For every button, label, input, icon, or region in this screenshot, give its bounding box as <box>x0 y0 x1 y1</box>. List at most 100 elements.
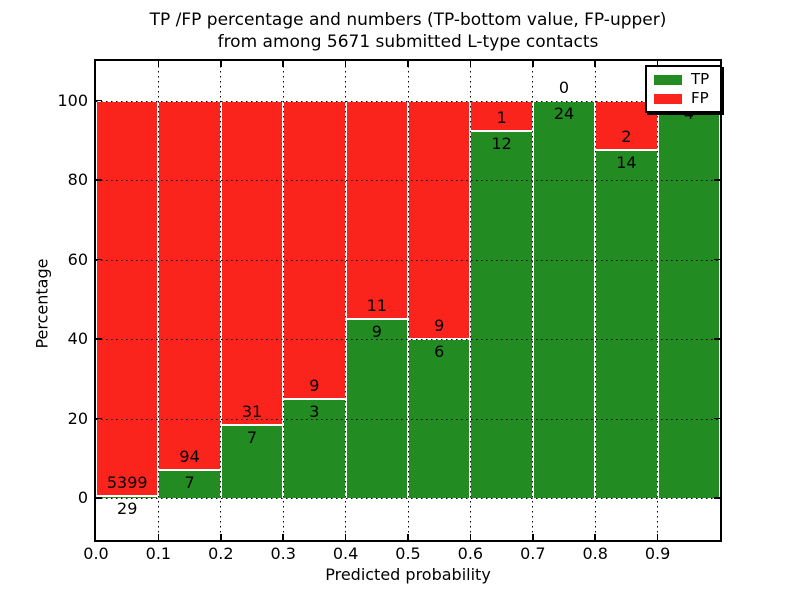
legend-tp-swatch <box>654 74 682 85</box>
bar-segment-tp <box>657 100 720 498</box>
y-axis-tick <box>96 417 102 420</box>
y-tick-label: 100 <box>57 90 88 110</box>
x-axis-tick <box>220 534 222 540</box>
bar-segment-tp <box>345 319 408 498</box>
vertical-gridline <box>407 61 409 540</box>
x-axis-tick <box>656 534 659 540</box>
x-tick-label: 0.3 <box>270 544 296 563</box>
annotation-tp-count: 4 <box>683 103 694 123</box>
y-axis-tick <box>96 258 102 261</box>
vertical-gridline <box>219 61 222 540</box>
annotation-fp-count: 94 <box>179 447 200 467</box>
y-axis-tick <box>714 179 720 181</box>
legend-fp-label: FP <box>691 89 709 107</box>
annotation-tp-count: 3 <box>309 401 320 421</box>
legend: TP FP <box>645 65 722 113</box>
annotation-tp-count: 12 <box>491 134 512 154</box>
plot-area: 539929947317931199611202421404 <box>94 59 722 542</box>
annotation-fp-count: 9 <box>309 375 320 395</box>
annotation-tp-count: 7 <box>184 473 195 493</box>
x-tick-label: 0.9 <box>644 544 671 563</box>
annotation-tp-count: 24 <box>553 103 575 123</box>
y-tick-label: 0 <box>77 488 88 507</box>
x-axis-tick <box>407 534 409 540</box>
y-tick-label: 20 <box>67 408 88 428</box>
y-tick-label: 60 <box>67 249 88 269</box>
horizontal-gridline <box>96 418 720 420</box>
y-axis-tick <box>714 497 720 499</box>
legend-row-tp: TP <box>654 70 720 89</box>
annotation-fp-count: 2 <box>621 127 632 147</box>
horizontal-gridline <box>96 498 720 499</box>
chart-title-line1: TP /FP percentage and numbers (TP-bottom… <box>149 10 667 30</box>
y-tick-label: 80 <box>67 170 88 189</box>
y-tick-label: 40 <box>67 329 88 348</box>
annotation-fp-count: 11 <box>366 296 387 316</box>
x-tick-label: 0.1 <box>145 544 172 563</box>
vertical-gridline <box>531 61 534 540</box>
annotation-tp-count: 29 <box>117 498 138 518</box>
x-axis-tick <box>282 61 284 67</box>
x-tick-label: 0.7 <box>520 544 546 563</box>
horizontal-gridline <box>96 100 720 102</box>
vertical-gridline <box>469 61 472 540</box>
bar-segment-tp <box>283 398 346 498</box>
bar-segment-tp <box>470 131 533 498</box>
annotation-tp-count: 6 <box>434 342 445 361</box>
x-axis-tick <box>532 61 534 67</box>
annotation-fp-count: 0 <box>558 77 570 97</box>
legend-row-fp: FP <box>654 89 720 108</box>
bar-segment-fp <box>345 100 408 320</box>
y-axis-tick <box>96 497 102 499</box>
bar-segment-fp <box>220 100 284 425</box>
horizontal-gridline <box>96 339 720 340</box>
x-axis-tick <box>407 61 409 67</box>
annotation-fp-count: 1 <box>496 108 507 128</box>
annotation-fp-count: 5399 <box>106 472 148 492</box>
x-axis-tick <box>469 61 472 67</box>
x-axis-tick <box>157 61 160 67</box>
x-axis-tick <box>157 534 160 540</box>
x-tick-label: 0.6 <box>457 544 484 563</box>
annotation-tp-count: 9 <box>371 322 382 342</box>
x-axis-tick <box>594 61 596 67</box>
bar-segment-fp <box>158 100 221 471</box>
annotation-fp-count: 9 <box>434 316 445 335</box>
x-axis-tick <box>656 61 659 67</box>
y-axis-tick <box>714 417 720 420</box>
vertical-gridline <box>344 61 347 540</box>
x-tick-label: 0.5 <box>395 544 421 563</box>
bar-segment-fp <box>283 100 346 399</box>
bar-segment-tp <box>532 100 596 498</box>
bar-segment-fp <box>96 100 159 496</box>
bar-segment-tp <box>595 150 658 498</box>
vertical-gridline <box>157 61 160 540</box>
bar-segment-fp <box>408 100 471 339</box>
horizontal-gridline <box>96 180 720 181</box>
x-tick-label: 0.8 <box>582 544 608 563</box>
x-axis-label: Predicted probability <box>325 565 491 584</box>
horizontal-gridline <box>96 259 720 261</box>
vertical-gridline <box>656 61 659 540</box>
x-axis-tick <box>532 534 534 540</box>
annotation-tp-count: 7 <box>246 427 258 447</box>
y-axis-tick <box>96 338 102 340</box>
x-tick-label: 0.2 <box>208 544 234 563</box>
chart-title-line2: from among 5671 submitted L-type contact… <box>217 32 599 52</box>
x-tick-label: 0.0 <box>83 544 109 563</box>
chart-title: TP /FP percentage and numbers (TP-bottom… <box>96 9 720 53</box>
y-axis-tick <box>714 338 720 340</box>
x-tick-label: 0.4 <box>332 544 359 563</box>
x-axis-tick <box>344 61 347 67</box>
annotation-tp-count: 14 <box>616 153 637 173</box>
x-axis-tick <box>594 534 596 540</box>
vertical-gridline <box>282 61 285 540</box>
y-axis-tick <box>96 99 102 102</box>
legend-fp-swatch <box>654 93 682 104</box>
x-axis-tick <box>220 61 222 67</box>
y-axis-tick <box>96 179 102 181</box>
x-axis-tick <box>344 534 347 540</box>
legend-tp-label: TP <box>691 70 710 88</box>
y-axis-tick <box>714 258 720 261</box>
